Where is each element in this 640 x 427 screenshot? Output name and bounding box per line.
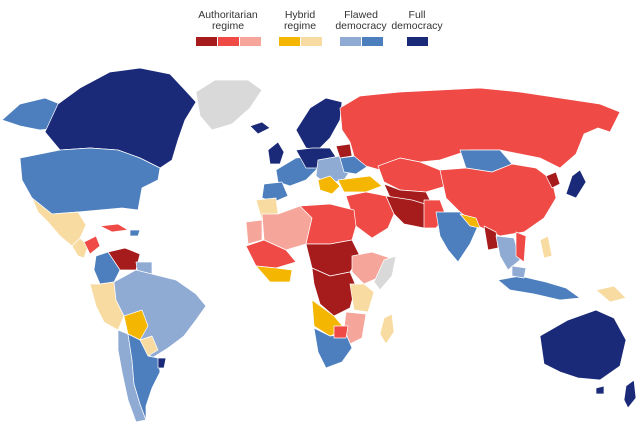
region-belarus [335,143,353,159]
world-map [1,67,637,423]
legend: Authoritarian regime Hybrid regime Flawe… [194,8,443,50]
legend-authoritarian: Authoritarian regime [194,8,262,46]
region-papua-new-guinea [595,285,627,303]
legend-hybrid: Hybrid regime [276,8,324,46]
swatch-authoritarian-1 [195,37,217,46]
region-indonesia [497,275,581,301]
legend-flawed: Flawed democracy [335,8,387,46]
region-india [435,211,479,263]
region-new-zealand [623,379,637,409]
region-north-korea [545,171,561,189]
legend-label-flawed: Flawed democracy [335,9,387,32]
swatch-hybrid-1 [278,37,300,46]
legend-label-authoritarian: Authoritarian regime [198,9,258,32]
swatch-full-1 [406,37,428,46]
swatch-authoritarian-3 [239,37,261,46]
region-bolivia [123,309,149,341]
legend-swatches-full [394,37,440,46]
region-iberia [261,181,289,203]
swatch-flawed-1 [339,37,361,46]
legend-swatches-hybrid [276,37,324,46]
region-caribbean-islands [129,229,141,237]
region-uk-ireland [267,141,285,165]
region-tasmania [595,385,605,395]
region-australia [539,309,627,381]
region-myanmar [483,225,499,251]
region-western-sahara [245,219,263,245]
region-mozambique [343,311,367,345]
region-scandinavia [295,97,343,151]
region-central-africa [311,267,357,317]
swatch-authoritarian-2 [217,37,239,46]
region-middle-east [345,191,395,239]
region-zimbabwe [333,325,349,339]
region-nepal-bangladesh [459,213,481,229]
region-west-africa-coast [255,265,293,283]
region-southeast-asia [495,235,521,271]
region-nicaragua [83,235,101,255]
region-cuba [99,223,129,233]
region-somalia [373,255,397,291]
region-vietnam [515,231,527,263]
swatch-flawed-2 [361,37,383,46]
region-uruguay [157,357,167,369]
region-turkey [337,175,383,193]
region-iceland [249,121,271,135]
region-balkans [317,175,341,195]
region-madagascar [379,313,395,345]
region-russia [339,87,621,171]
region-japan [565,169,587,199]
legend-swatches-authoritarian [194,37,262,46]
region-usa [19,147,161,215]
region-malaysia [511,265,527,279]
region-philippines [539,235,553,259]
region-greenland [195,79,263,131]
region-east-africa [349,283,375,313]
swatch-hybrid-2 [300,37,322,46]
legend-full: Full democracy [391,8,443,46]
legend-label-hybrid: Hybrid regime [283,9,317,32]
legend-label-full: Full democracy [391,9,443,32]
region-central-america-north [71,237,89,259]
region-argentina [127,333,161,421]
legend-swatches-flawed [335,37,387,46]
